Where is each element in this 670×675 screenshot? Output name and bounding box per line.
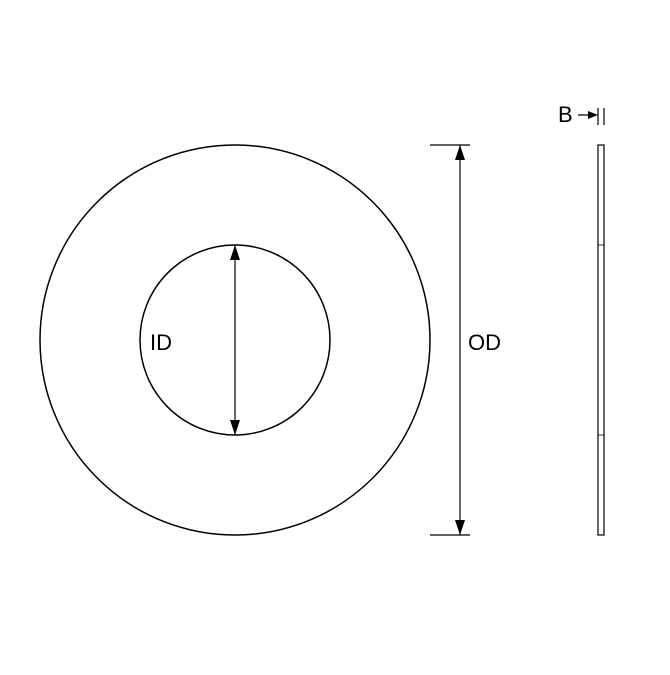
od-label: OD <box>468 330 501 356</box>
id-arrow-bottom <box>230 420 240 435</box>
b-label: B <box>558 102 573 128</box>
diagram-svg <box>0 0 670 670</box>
washer-diagram: ID OD B <box>0 0 670 670</box>
od-arrow-top <box>455 145 465 160</box>
id-label: ID <box>150 330 172 356</box>
side-view-rect <box>598 145 604 535</box>
od-arrow-bottom <box>455 520 465 535</box>
id-arrow-top <box>230 245 240 260</box>
b-arrow-head <box>588 111 598 119</box>
